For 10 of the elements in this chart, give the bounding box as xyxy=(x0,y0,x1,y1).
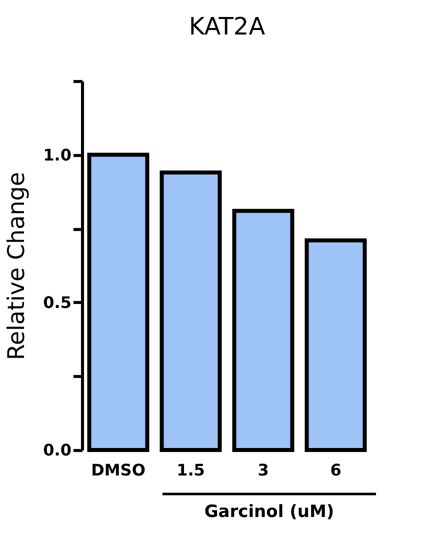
y-tick-label: 0.0 xyxy=(43,440,72,460)
y-axis-title: Relative Change xyxy=(4,172,30,360)
text: Garcinol (uM) xyxy=(204,502,334,522)
y-tick-label: 0.5 xyxy=(43,292,72,312)
x-tick-label: 3 xyxy=(258,460,269,480)
x-tick-label: 1.5 xyxy=(176,460,205,480)
chart-title: KAT2A xyxy=(188,12,266,40)
x-tick-label: 6 xyxy=(330,460,342,480)
x-tick-label: DMSO xyxy=(91,460,146,480)
y-tick-label: 1.0 xyxy=(43,145,72,164)
